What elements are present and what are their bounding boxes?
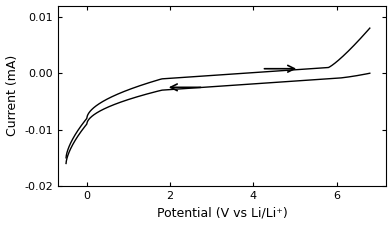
X-axis label: Potential (V vs Li/Li⁺): Potential (V vs Li/Li⁺) [157,207,287,219]
Y-axis label: Current (mA): Current (mA) [5,55,18,136]
